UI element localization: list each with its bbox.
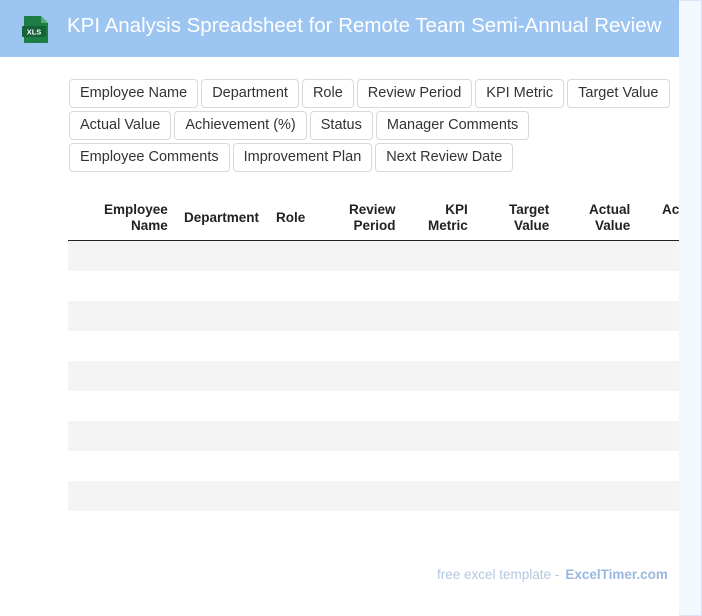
table-body bbox=[68, 241, 679, 541]
chip-achievement[interactable]: Achievement (%) bbox=[174, 111, 307, 140]
chip-row: Actual Value Achievement (%) Status Mana… bbox=[69, 111, 679, 140]
chip-actual-value[interactable]: Actual Value bbox=[69, 111, 172, 140]
column-header-review-period[interactable]: Review Period bbox=[349, 202, 396, 234]
table-row[interactable] bbox=[68, 271, 679, 301]
header-line: Employee bbox=[104, 202, 168, 217]
table-row[interactable] bbox=[68, 451, 679, 481]
column-header-role[interactable]: Role bbox=[276, 210, 305, 226]
column-header-department[interactable]: Department bbox=[184, 210, 259, 226]
header-line: Review bbox=[349, 202, 396, 217]
chip-manager-comments[interactable]: Manager Comments bbox=[375, 111, 530, 140]
table-row[interactable] bbox=[68, 391, 679, 421]
header-line: Department bbox=[184, 210, 260, 225]
table-row[interactable] bbox=[68, 241, 679, 271]
excel-icon-label: XLS bbox=[27, 28, 42, 37]
header-line: Value bbox=[513, 218, 550, 233]
chip-role[interactable]: Role bbox=[301, 79, 354, 108]
column-header-actual-value[interactable]: Actual Value bbox=[589, 202, 630, 234]
table-row[interactable] bbox=[68, 361, 679, 391]
chip-department[interactable]: Department bbox=[201, 79, 299, 108]
chip-next-review-date[interactable]: Next Review Date bbox=[375, 143, 514, 172]
page-title: KPI Analysis Spreadsheet for Remote Team… bbox=[67, 14, 662, 37]
column-header-employee-name[interactable]: Employee Name bbox=[104, 202, 168, 234]
kpi-table: Employee Name Department Role Review Per… bbox=[68, 194, 679, 541]
header-line: Actual bbox=[589, 202, 631, 217]
chip-review-period[interactable]: Review Period bbox=[356, 79, 473, 108]
table-row[interactable] bbox=[68, 331, 679, 361]
footer-label: free excel template - bbox=[437, 567, 560, 582]
table-row[interactable] bbox=[68, 481, 679, 511]
excel-file-icon: XLS bbox=[22, 16, 48, 43]
field-chip-list: Employee Name Department Role Review Per… bbox=[69, 79, 679, 175]
header-line: Period bbox=[353, 218, 396, 233]
chip-improvement-plan[interactable]: Improvement Plan bbox=[232, 143, 373, 172]
table-row[interactable] bbox=[68, 511, 679, 541]
chip-row: Employee Name Department Role Review Per… bbox=[69, 79, 679, 108]
header-line: Metric bbox=[428, 218, 468, 233]
header-bar: XLS KPI Analysis Spreadsheet for Remote … bbox=[0, 0, 679, 57]
column-header-achievement[interactable]: Ac bbox=[662, 202, 679, 218]
chip-employee-comments[interactable]: Employee Comments bbox=[69, 143, 230, 172]
header-line: KPI bbox=[445, 202, 468, 217]
chip-target-value[interactable]: Target Value bbox=[567, 79, 670, 108]
column-header-target-value[interactable]: Target Value bbox=[509, 202, 549, 234]
chip-kpi-metric[interactable]: KPI Metric bbox=[475, 79, 565, 108]
footer-credit: free excel template - ExcelTimer.com bbox=[437, 567, 668, 582]
chip-row: Employee Comments Improvement Plan Next … bbox=[69, 143, 679, 172]
header-line: Target bbox=[509, 202, 550, 217]
chip-status[interactable]: Status bbox=[309, 111, 373, 140]
header-line: Value bbox=[594, 218, 631, 233]
header-line: Ac bbox=[662, 202, 679, 217]
column-header-kpi-metric[interactable]: KPI Metric bbox=[428, 202, 468, 234]
header-line: Role bbox=[276, 210, 306, 225]
footer-brand-link[interactable]: ExcelTimer.com bbox=[565, 567, 668, 582]
table-header: Employee Name Department Role Review Per… bbox=[68, 194, 679, 241]
chip-employee-name[interactable]: Employee Name bbox=[69, 79, 199, 108]
header-line: Name bbox=[131, 218, 168, 233]
table-row[interactable] bbox=[68, 301, 679, 331]
table-row[interactable] bbox=[68, 421, 679, 451]
